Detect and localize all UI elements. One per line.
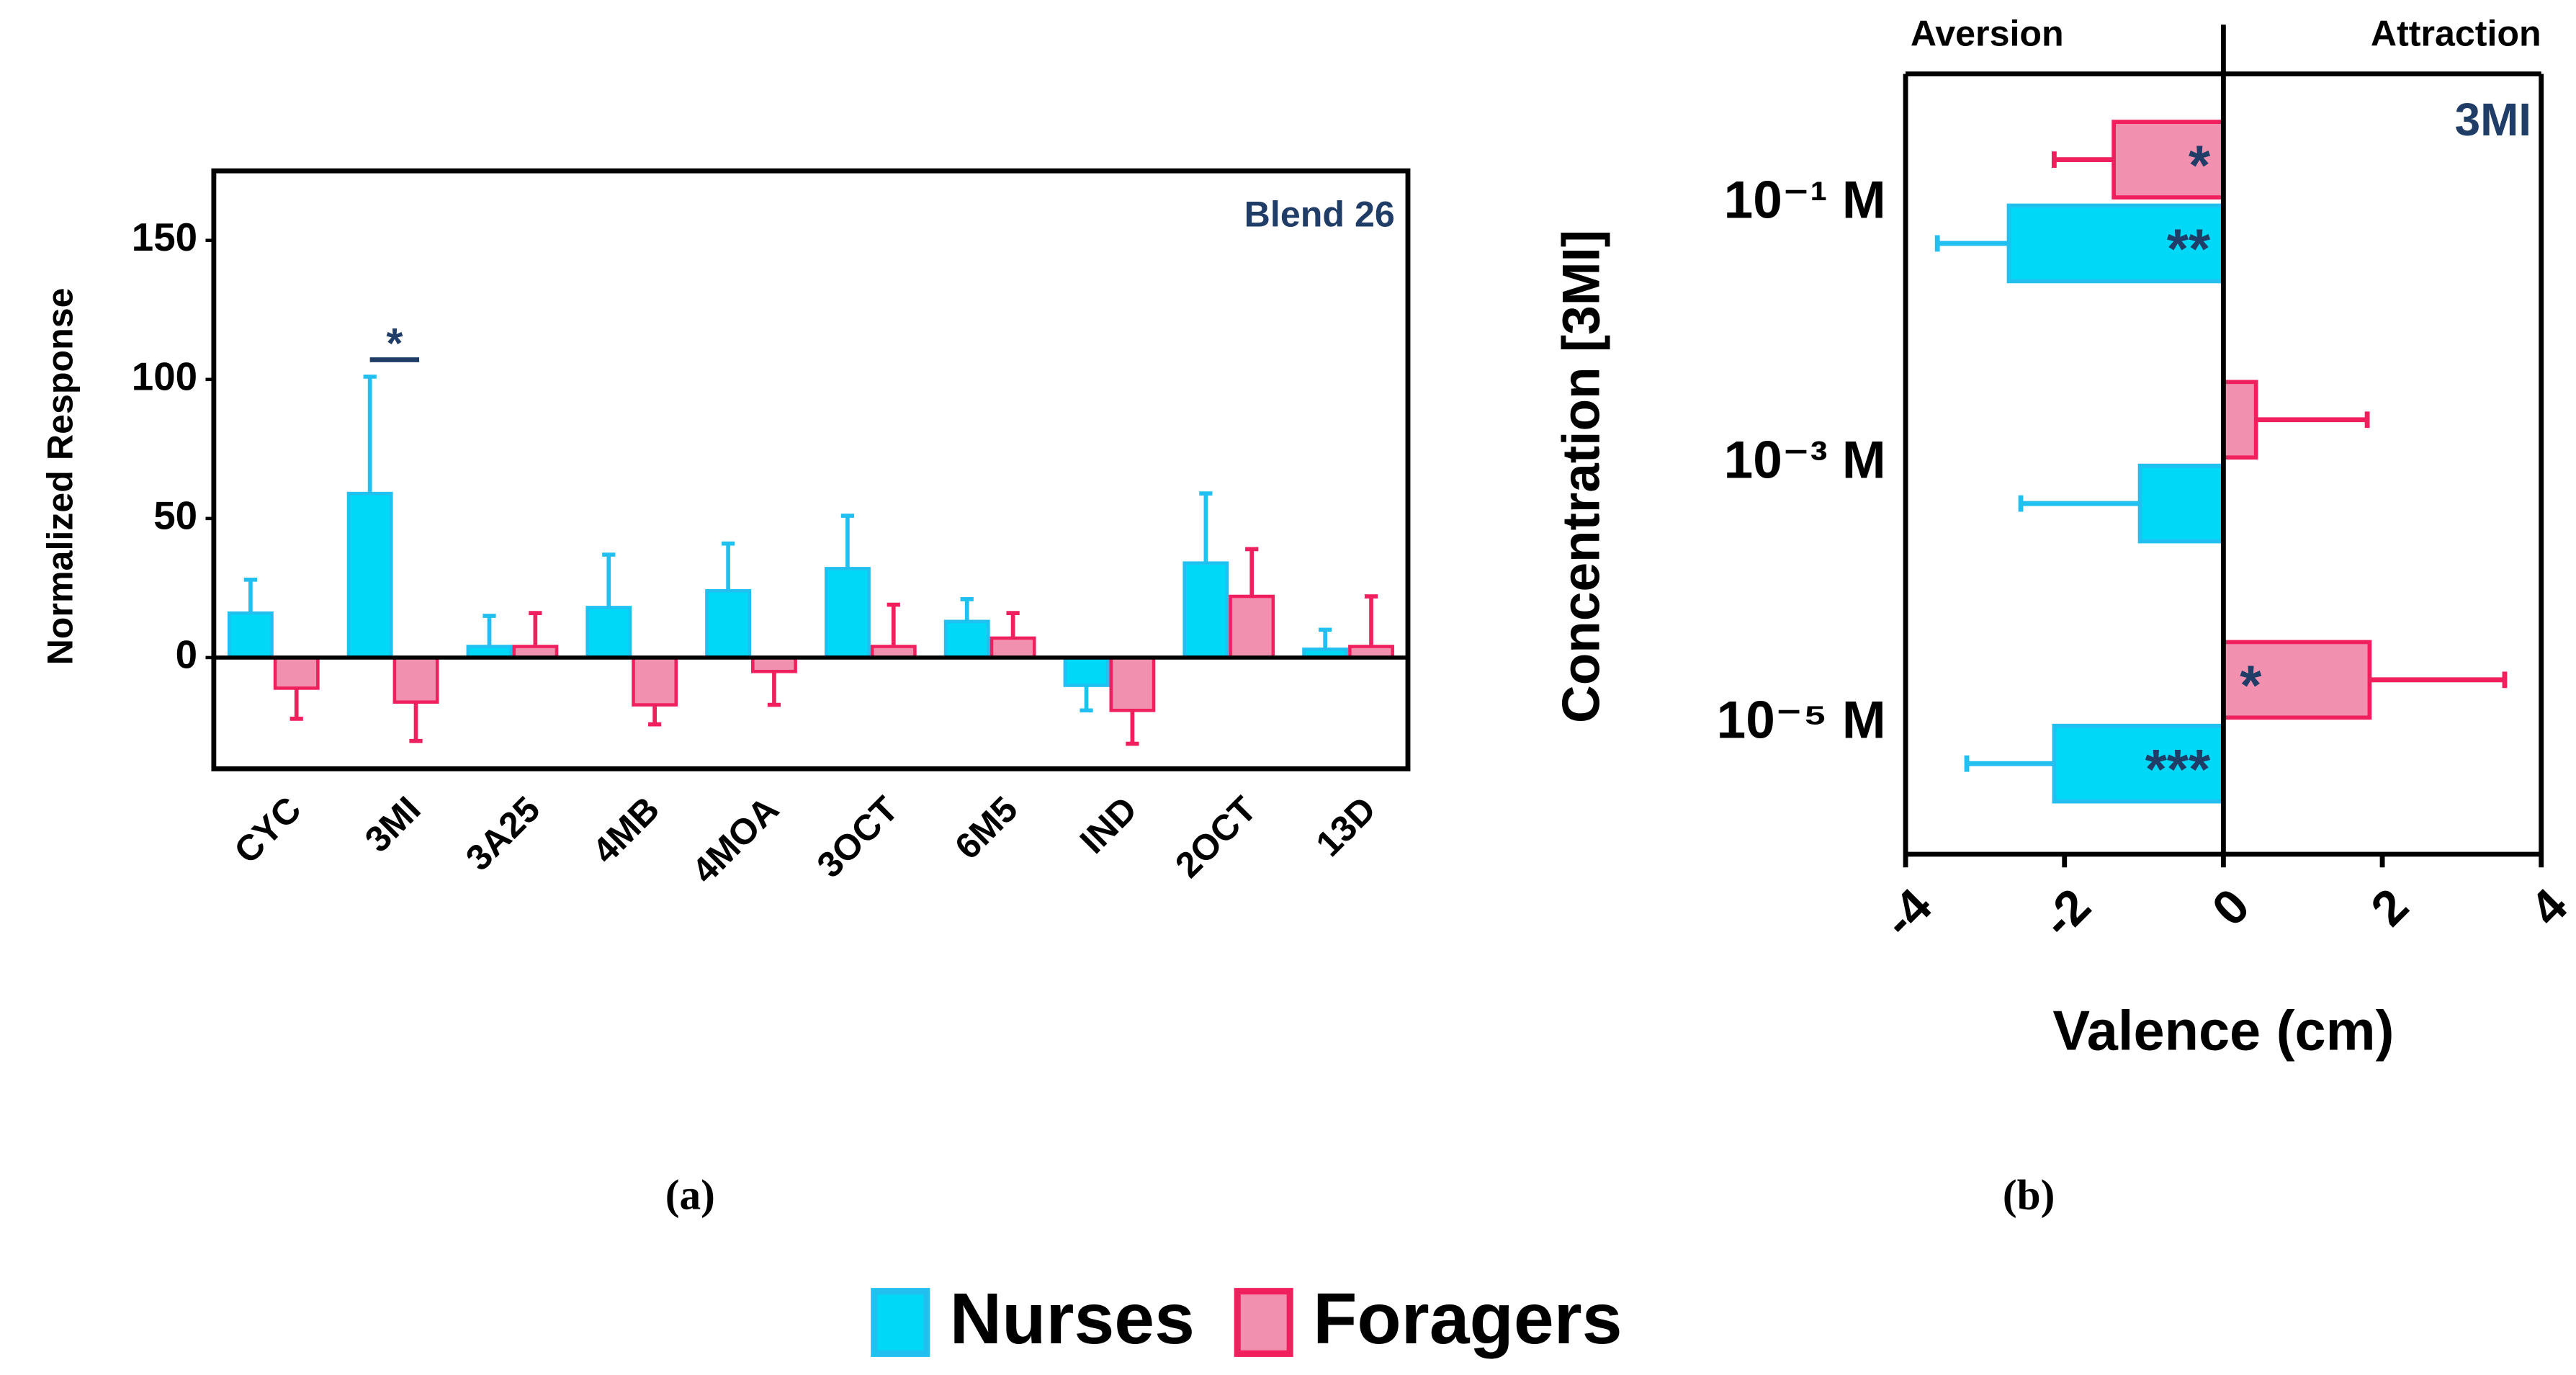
y-tick-label: 50 xyxy=(153,493,197,537)
x-tick-label: IND xyxy=(1072,789,1145,861)
x-tick-label: 4 xyxy=(2520,879,2576,937)
legend-label: Foragers xyxy=(1313,1278,1622,1359)
bar xyxy=(705,588,752,660)
significance-mark: * xyxy=(2189,135,2211,197)
x-tick-label: 0 xyxy=(2202,879,2261,937)
y-tick-label: 10⁻³ M xyxy=(1724,431,1886,490)
bar xyxy=(392,655,439,704)
x-tick-label: 3A25 xyxy=(458,789,547,878)
significance-mark: *** xyxy=(2145,738,2211,800)
x-tick-label: 2OCT xyxy=(1167,789,1264,885)
bar xyxy=(824,567,871,660)
x-tick-label: -2 xyxy=(2032,879,2101,949)
bar xyxy=(989,636,1036,660)
bar xyxy=(346,491,393,660)
plot-frame xyxy=(211,168,1411,771)
significance-mark: ** xyxy=(2167,218,2211,280)
legend-swatch xyxy=(1234,1288,1293,1357)
x-tick-label: 2 xyxy=(2361,879,2419,937)
bar xyxy=(273,655,320,690)
y-tick-label: 150 xyxy=(132,215,197,259)
significance-mark: * xyxy=(2240,655,2262,717)
panel-label: Blend 26 xyxy=(1244,194,1395,234)
bar xyxy=(585,606,632,660)
legend-swatch xyxy=(871,1288,930,1357)
bar xyxy=(632,655,678,707)
caption: (b) xyxy=(2003,1171,2055,1219)
y-axis-title: Normalized Response xyxy=(40,287,80,665)
x-tick-label: CYC xyxy=(226,789,308,871)
y-tick-label: 0 xyxy=(176,632,197,676)
bar xyxy=(751,655,797,673)
bar xyxy=(2006,203,2226,284)
y-tick-label: 100 xyxy=(132,354,197,398)
x-tick-label: -4 xyxy=(1872,879,1942,949)
x-tick-label: 4MOA xyxy=(684,789,786,891)
aversion-label: Aversion xyxy=(1911,13,2064,53)
bar xyxy=(1182,561,1229,660)
attraction-label: Attraction xyxy=(2371,13,2541,53)
y-axis-title: Concentration [3MI] xyxy=(1553,230,1611,723)
y-tick-label: 10⁻¹ M xyxy=(1724,171,1886,229)
x-tick-label: 3OCT xyxy=(809,789,906,885)
bar xyxy=(1229,594,1275,660)
bar xyxy=(2137,463,2226,544)
significance-mark: * xyxy=(386,319,403,367)
x-tick-label: 4MB xyxy=(585,789,667,871)
bar xyxy=(2221,380,2258,460)
x-tick-label: 6M5 xyxy=(947,789,1026,867)
bar xyxy=(2111,120,2226,200)
bar xyxy=(943,619,990,660)
bar xyxy=(227,611,274,660)
legend-label: Nurses xyxy=(950,1278,1195,1359)
y-tick-label: 10⁻⁵ M xyxy=(1717,691,1886,750)
panel-label: 3MI xyxy=(2455,94,2531,145)
caption: (a) xyxy=(665,1171,715,1219)
x-tick-label: 3MI xyxy=(357,789,428,860)
bar xyxy=(1063,655,1110,687)
x-axis-title: Valence (cm) xyxy=(2052,1000,2394,1062)
bar xyxy=(1109,655,1156,712)
x-tick-label: 13D xyxy=(1309,789,1384,864)
